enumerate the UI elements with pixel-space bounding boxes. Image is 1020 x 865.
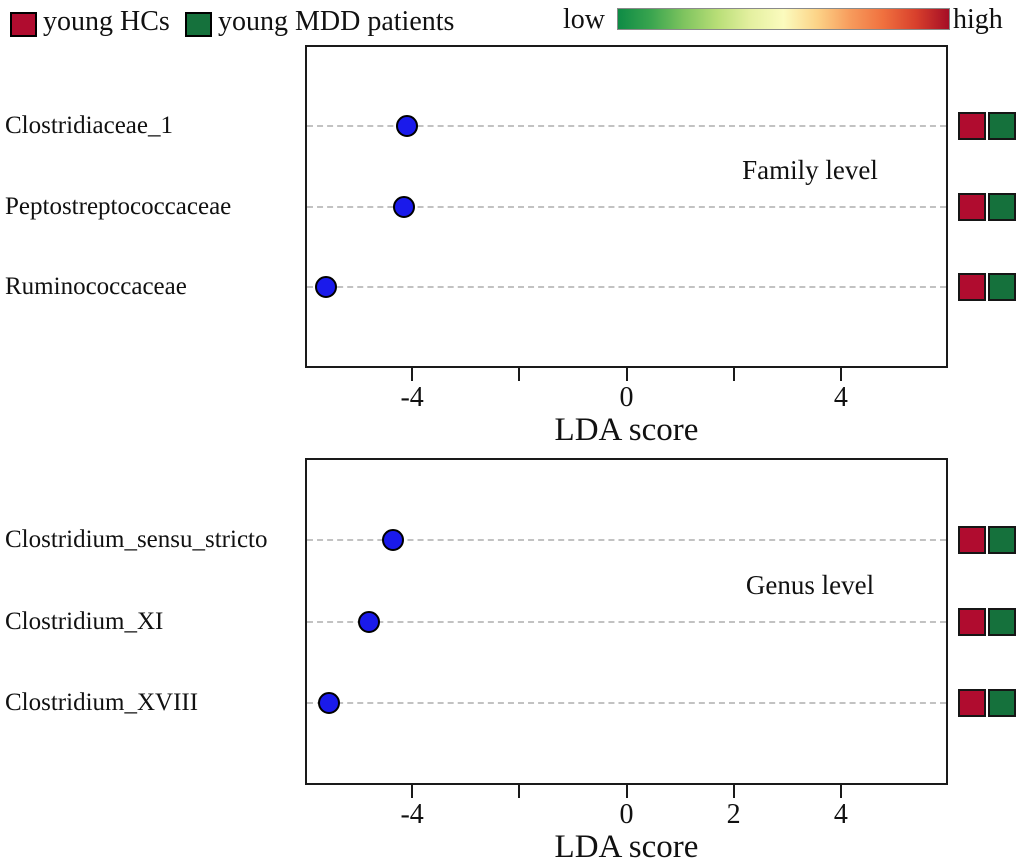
colorbar-low-label: low xyxy=(563,4,605,35)
x-axis-tick-label: 2 xyxy=(726,799,741,830)
row-gridline xyxy=(307,702,946,705)
panel-level-label: Family level xyxy=(742,155,878,185)
legend-label-young-hcs: young HCs xyxy=(43,6,170,37)
group-square-young-mdd xyxy=(988,689,1016,718)
lda-score-dot xyxy=(315,276,338,299)
x-axis-tick xyxy=(518,785,521,798)
legend-swatch-young-hcs xyxy=(10,12,37,37)
lda-score-dot xyxy=(318,692,341,715)
group-square-young-mdd xyxy=(988,111,1016,140)
group-square-young-mdd xyxy=(988,273,1016,302)
group-square-young-hcs xyxy=(958,273,986,302)
x-axis-title: LDA score xyxy=(554,412,699,448)
x-axis-tick xyxy=(625,785,628,798)
lda-score-dot xyxy=(382,528,405,551)
group-square-young-mdd xyxy=(988,192,1016,221)
x-axis-tick-label: -4 xyxy=(400,799,424,830)
x-axis-tick xyxy=(411,368,414,381)
legend-label-young-mdd: young MDD patients xyxy=(218,6,455,37)
x-axis-tick xyxy=(625,368,628,381)
group-square-young-mdd xyxy=(988,525,1016,554)
lda-score-dot xyxy=(358,610,381,633)
group-square-young-mdd xyxy=(988,607,1016,636)
x-axis-tick xyxy=(839,368,842,381)
x-axis-tick-label: 4 xyxy=(833,382,848,413)
group-square-young-hcs xyxy=(958,192,986,221)
x-axis-tick xyxy=(732,368,735,381)
lda-score-dot xyxy=(395,114,418,137)
category-label: Clostridiaceae_1 xyxy=(5,111,173,139)
lda-score-dot xyxy=(393,195,416,218)
row-gridline xyxy=(307,286,946,289)
x-axis-tick xyxy=(732,785,735,798)
group-square-young-hcs xyxy=(958,689,986,718)
x-axis-title: LDA score xyxy=(554,829,699,865)
row-gridline xyxy=(307,538,946,541)
x-axis-tick-label: 4 xyxy=(833,799,848,830)
x-axis-tick xyxy=(839,785,842,798)
group-square-young-hcs xyxy=(958,525,986,554)
x-axis-tick-label: 0 xyxy=(619,382,634,413)
x-axis-tick-label: 0 xyxy=(619,799,634,830)
panel-level-label: Genus level xyxy=(745,570,875,600)
x-axis-tick xyxy=(411,785,414,798)
x-axis-tick-label: -4 xyxy=(400,382,424,413)
category-label: Clostridium_XVIII xyxy=(5,689,199,717)
category-label: Clostridium_sensu_stricto xyxy=(5,525,268,553)
legend-swatch-young-mdd xyxy=(185,12,212,37)
x-axis-tick xyxy=(518,368,521,381)
row-gridline xyxy=(307,124,946,127)
row-gridline xyxy=(307,620,946,623)
category-label: Peptostreptococcaceae xyxy=(5,192,232,220)
colorbar-gradient xyxy=(617,8,950,30)
colorbar-high-label: high xyxy=(953,4,1003,35)
row-gridline xyxy=(307,205,946,208)
category-label: Ruminococcaceae xyxy=(5,273,187,301)
category-label: Clostridium_XI xyxy=(5,607,164,635)
group-square-young-hcs xyxy=(958,111,986,140)
group-square-young-hcs xyxy=(958,607,986,636)
